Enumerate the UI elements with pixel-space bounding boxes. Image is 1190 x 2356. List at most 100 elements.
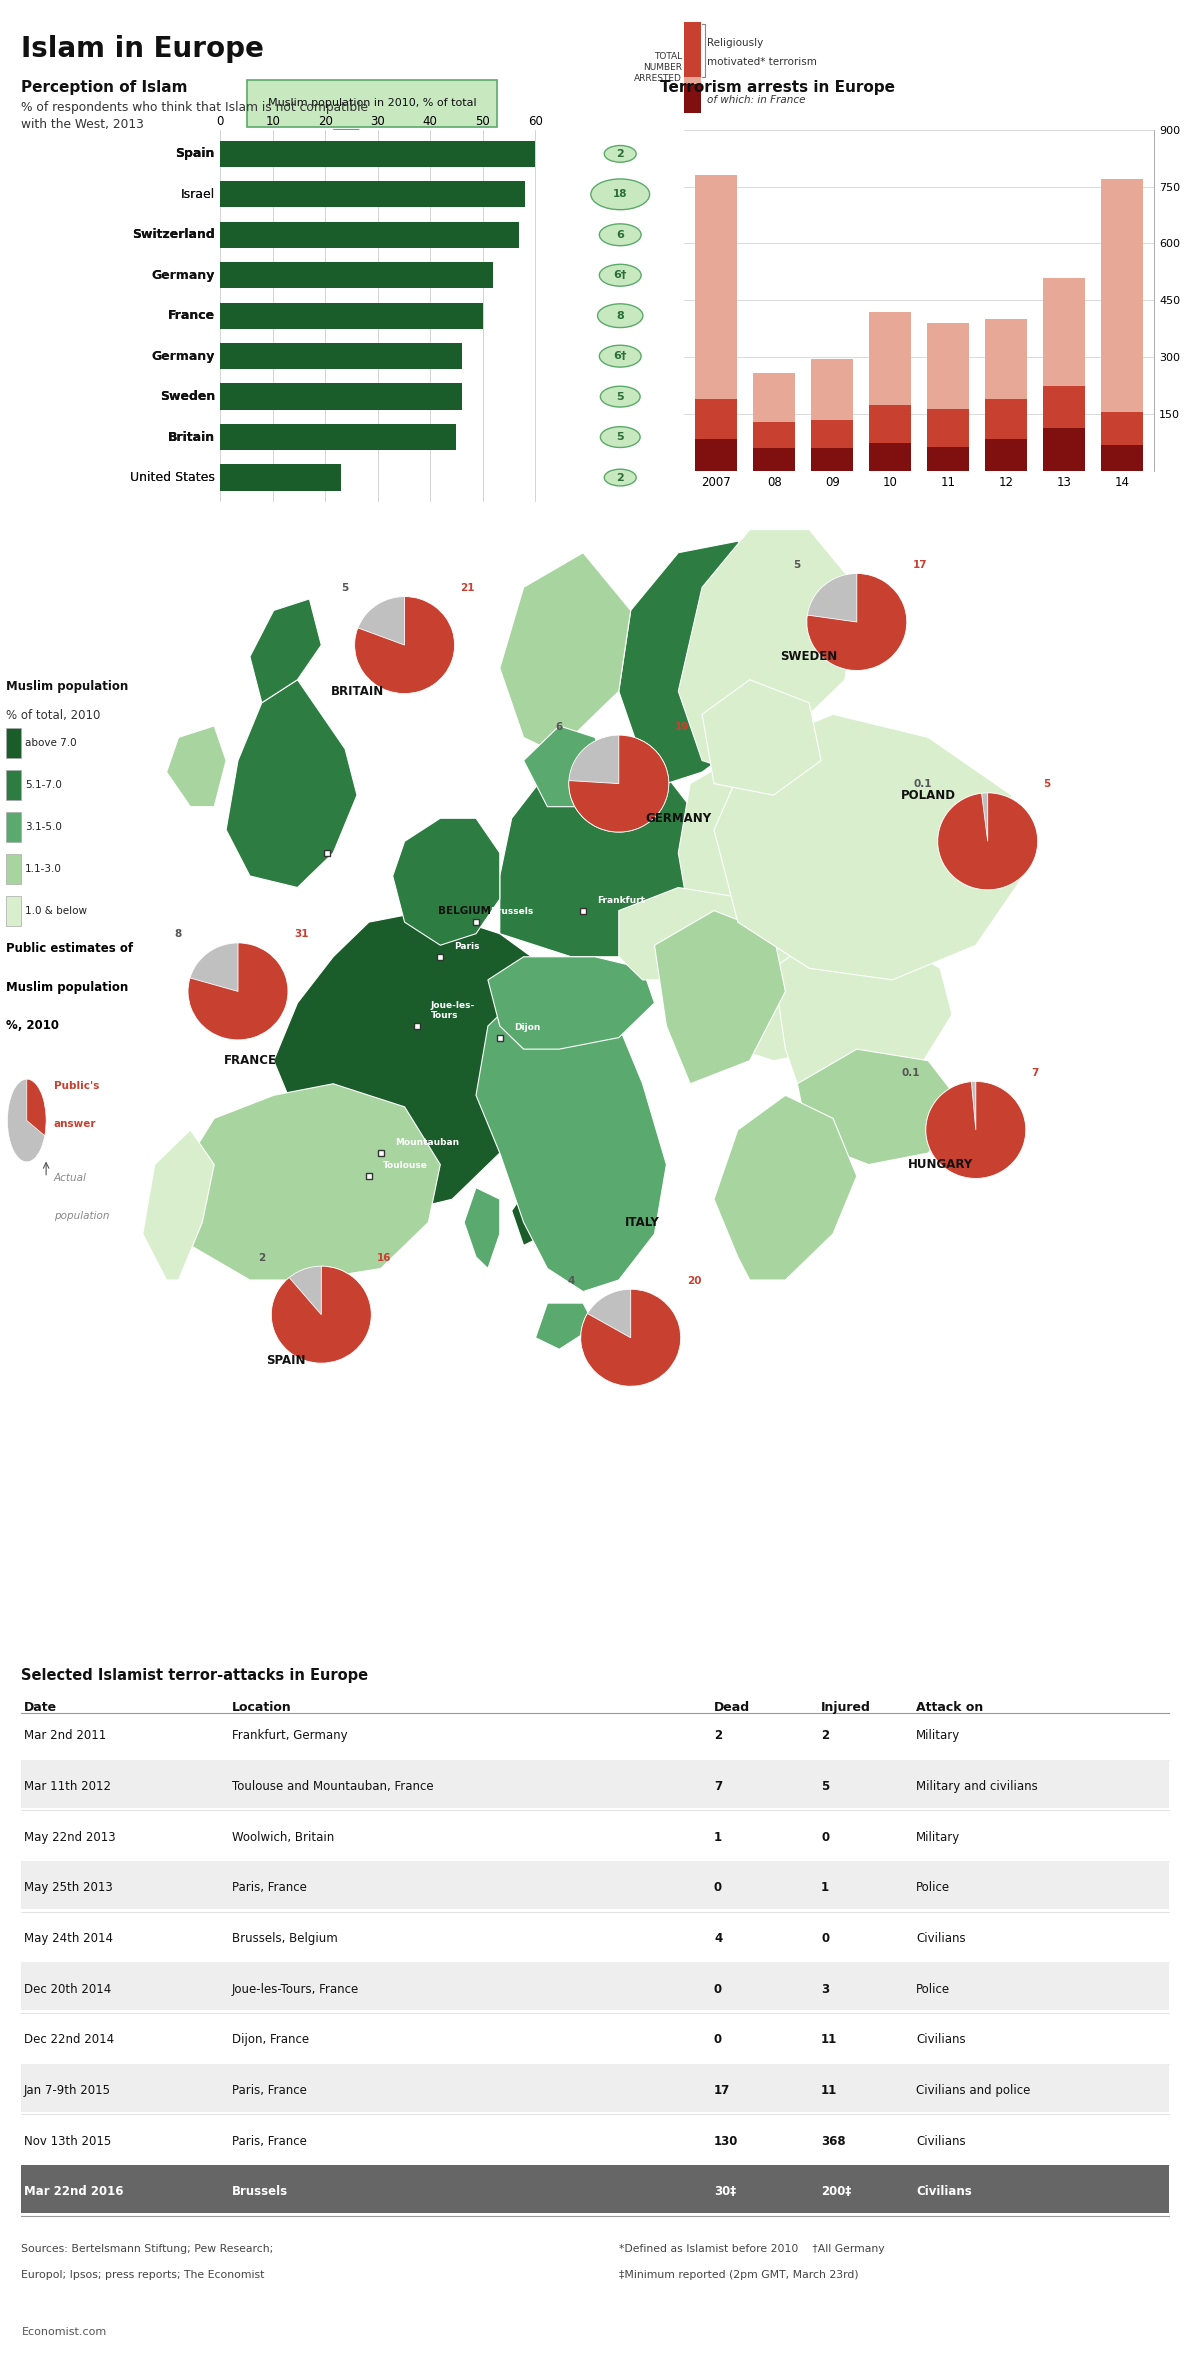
Text: Islam in Europe: Islam in Europe: [21, 35, 264, 64]
Text: Police: Police: [916, 1981, 951, 1996]
Polygon shape: [274, 912, 559, 1211]
Text: Actual: Actual: [54, 1173, 87, 1183]
Bar: [1044, 278, 1085, 471]
Text: 5: 5: [616, 431, 624, 443]
Bar: [870, 405, 912, 471]
Polygon shape: [702, 681, 821, 796]
Text: Switzerland: Switzerland: [132, 229, 215, 240]
Bar: [220, 221, 519, 247]
Text: 1.1-3.0: 1.1-3.0: [25, 865, 62, 874]
Text: Spain: Spain: [176, 148, 215, 160]
Bar: [1044, 426, 1085, 471]
Wedge shape: [188, 942, 288, 1039]
Bar: [927, 448, 969, 471]
Bar: [985, 320, 1027, 471]
Text: Mar 2nd 2011: Mar 2nd 2011: [24, 1729, 106, 1743]
Text: 1: 1: [714, 1831, 722, 1845]
Text: 3.1-5.0: 3.1-5.0: [25, 822, 62, 832]
Bar: [695, 398, 737, 471]
Text: May 24th 2014: May 24th 2014: [24, 1932, 113, 1946]
Text: Date: Date: [24, 1701, 57, 1715]
Polygon shape: [678, 530, 857, 773]
Text: SWEDEN: SWEDEN: [781, 650, 838, 662]
Text: 16: 16: [377, 1253, 392, 1263]
Text: Dijon, France: Dijon, France: [232, 2033, 309, 2047]
Text: May 25th 2013: May 25th 2013: [24, 1880, 113, 1894]
Polygon shape: [619, 542, 785, 785]
Text: Public estimates of: Public estimates of: [6, 942, 133, 957]
Text: 5: 5: [616, 391, 624, 401]
Polygon shape: [476, 992, 666, 1291]
Text: % of total, 2010: % of total, 2010: [6, 709, 100, 723]
Bar: [220, 262, 493, 287]
Bar: [927, 323, 969, 471]
Wedge shape: [938, 794, 1038, 891]
Text: Paris, France: Paris, France: [232, 2083, 307, 2097]
Text: 7: 7: [1032, 1067, 1039, 1079]
Text: United States: United States: [130, 471, 215, 483]
Text: Woolwich: Woolwich: [342, 839, 390, 848]
Bar: [1044, 386, 1085, 471]
Wedge shape: [569, 735, 669, 832]
Polygon shape: [714, 1096, 857, 1279]
Bar: [6, 728, 21, 759]
Circle shape: [597, 304, 643, 327]
Text: % of respondents who think that Islam is not compatible: % of respondents who think that Islam is…: [21, 101, 369, 115]
Text: Dijon: Dijon: [514, 1023, 540, 1032]
Text: Injured: Injured: [821, 1701, 871, 1715]
Text: Brussels: Brussels: [232, 2186, 288, 2198]
Text: Frankfurt, Germany: Frankfurt, Germany: [232, 1729, 347, 1743]
Text: Israel: Israel: [181, 188, 215, 200]
Text: 5: 5: [342, 584, 349, 594]
Bar: [1102, 412, 1144, 471]
Wedge shape: [581, 1289, 681, 1385]
Text: Muslim population: Muslim population: [6, 980, 129, 994]
Text: Terrorism arrests in Europe: Terrorism arrests in Europe: [660, 80, 895, 94]
Text: BRITAIN: BRITAIN: [331, 686, 383, 697]
Text: France: France: [168, 309, 215, 323]
Polygon shape: [393, 818, 500, 945]
Text: 17: 17: [714, 2083, 731, 2097]
Text: 0: 0: [821, 1831, 829, 1845]
Circle shape: [591, 179, 650, 210]
Text: 21: 21: [461, 584, 475, 594]
Text: Civilians: Civilians: [916, 2033, 966, 2047]
Text: Sweden: Sweden: [159, 391, 215, 403]
Text: Germany: Germany: [148, 349, 215, 363]
Bar: [870, 311, 912, 471]
Bar: [684, 21, 701, 113]
Text: population: population: [54, 1211, 109, 1220]
Text: %, 2010: %, 2010: [6, 1018, 60, 1032]
Polygon shape: [333, 130, 359, 146]
Text: 1: 1: [821, 1880, 829, 1894]
Wedge shape: [569, 735, 669, 832]
Text: Military and civilians: Military and civilians: [916, 1781, 1038, 1793]
Circle shape: [600, 264, 641, 285]
Text: 0: 0: [821, 1932, 829, 1946]
Bar: [684, 85, 701, 113]
Text: 5: 5: [821, 1781, 829, 1793]
Text: 19: 19: [675, 721, 689, 733]
Bar: [220, 181, 525, 207]
Text: Military: Military: [916, 1729, 960, 1743]
Text: Muslim population: Muslim population: [6, 679, 129, 693]
Text: Brussels: Brussels: [490, 907, 533, 916]
Text: Economist.com: Economist.com: [21, 2328, 107, 2337]
Text: 30‡: 30‡: [714, 2186, 737, 2198]
Wedge shape: [938, 794, 1038, 891]
Text: Perception of Islam: Perception of Islam: [21, 80, 188, 94]
Text: 31: 31: [294, 931, 308, 940]
Bar: [753, 448, 795, 471]
Text: Germany: Germany: [148, 269, 215, 283]
Circle shape: [605, 469, 637, 485]
Text: Israel: Israel: [181, 188, 215, 200]
Polygon shape: [714, 945, 881, 1060]
Text: 2: 2: [616, 474, 624, 483]
Text: 18: 18: [613, 188, 627, 200]
Text: Location: Location: [232, 1701, 292, 1715]
Circle shape: [605, 146, 637, 163]
Text: Civilians: Civilians: [916, 2186, 972, 2198]
Bar: [1102, 445, 1144, 471]
Text: Switzerland: Switzerland: [132, 229, 215, 240]
Text: Britain: Britain: [168, 431, 215, 443]
